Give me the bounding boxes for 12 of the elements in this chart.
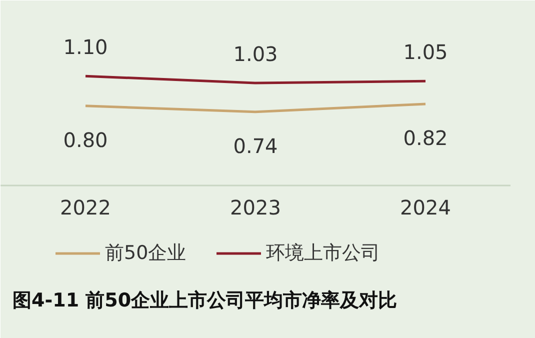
data-label: 1.10 [63, 35, 108, 60]
data-label: 0.80 [63, 128, 108, 152]
data-label: 0.74 [233, 134, 278, 158]
data-label: 0.82 [403, 126, 448, 150]
x-tick-label: 2024 [400, 196, 451, 220]
data-label: 1.05 [403, 40, 448, 64]
legend-label: 前50企业 [105, 241, 186, 266]
text: 图4-11 前50企业上市公司平均市净率及对比 [12, 290, 398, 312]
data-label: 1.03 [233, 42, 278, 66]
legend-label: 环境上市公司 [266, 241, 380, 266]
x-tick-label: 2023 [230, 196, 281, 220]
x-tick-label: 2022 [60, 196, 111, 220]
